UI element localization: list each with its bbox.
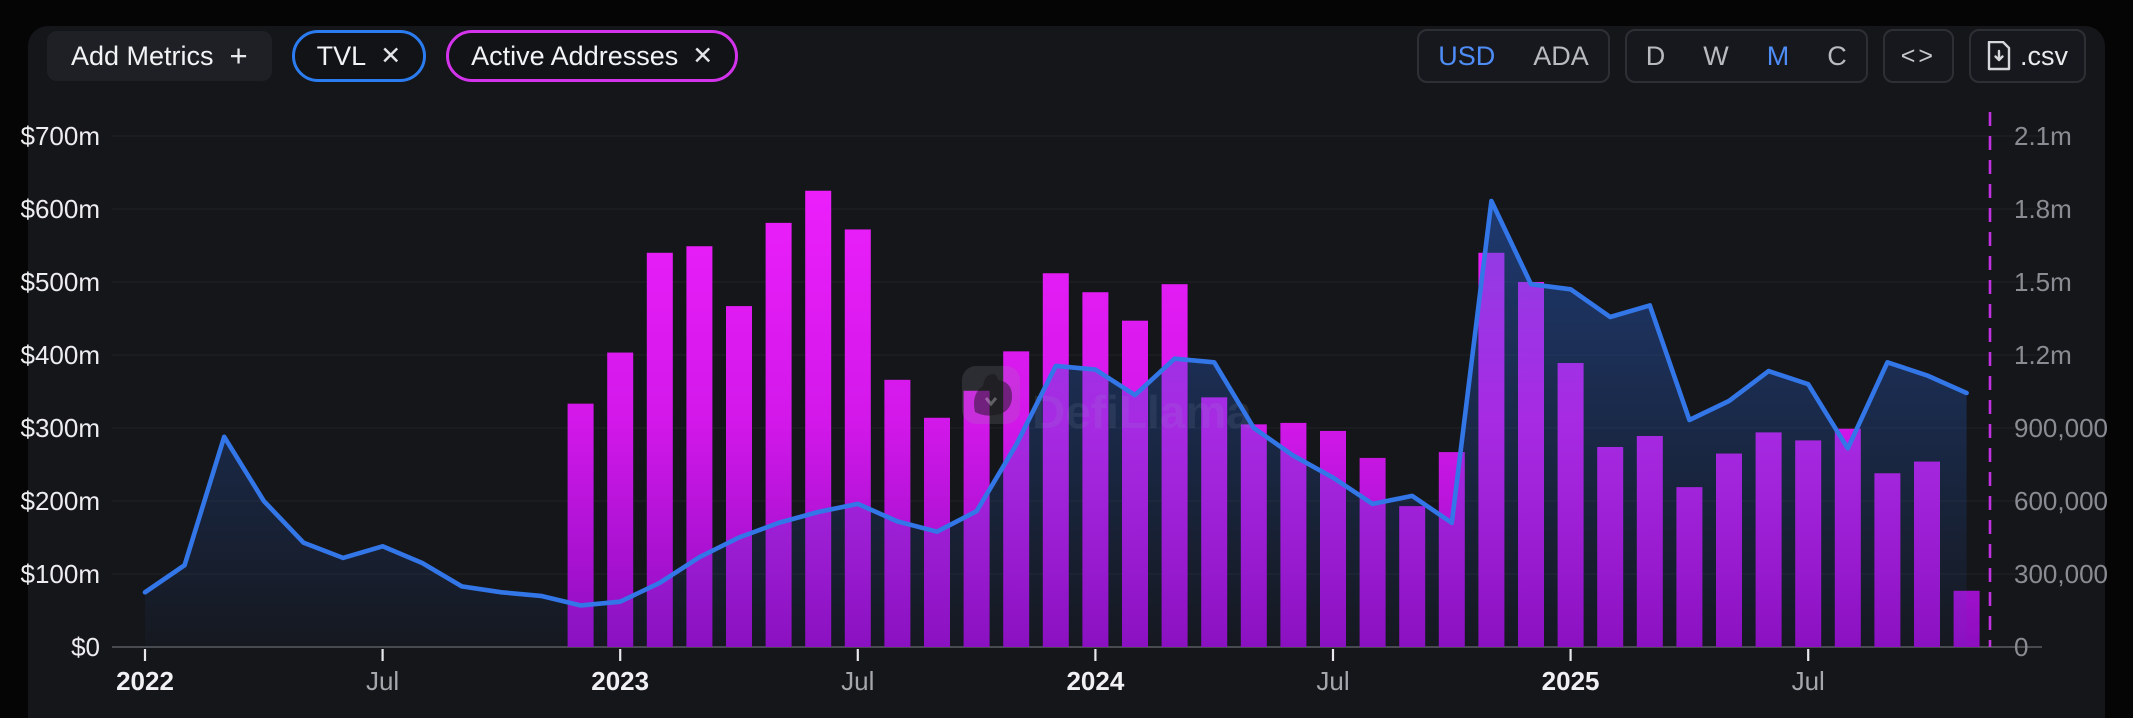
tvl-line[interactable] xyxy=(142,198,1969,608)
add-metrics-button[interactable]: Add Metrics + xyxy=(47,31,272,81)
x-axis: 2022 Jul 2023 Jul 2024 Jul 2025 Jul xyxy=(116,649,1825,696)
right-axis-tick-label: 1.5m xyxy=(2014,267,2072,297)
embed-code-button[interactable]: <> xyxy=(1882,29,1954,83)
left-axis-tick-label: $400m xyxy=(21,340,101,370)
currency-option-usd[interactable]: USD xyxy=(1438,41,1496,71)
right-axis-tick-label: 1.2m xyxy=(2014,340,2072,370)
currency-option-ada[interactable]: ADA xyxy=(1533,41,1589,71)
metric-chip-active-addresses[interactable]: Active Addresses ✕ xyxy=(446,30,739,82)
right-axis-tick-label: 900,000 xyxy=(2014,413,2108,443)
add-metrics-label: Add Metrics xyxy=(71,40,214,71)
period-option-w[interactable]: W xyxy=(1703,41,1729,71)
left-axis-tick-label: $200m xyxy=(21,486,101,516)
x-axis-tick-label: Jul xyxy=(1792,666,1825,696)
x-axis-tick-label: 2024 xyxy=(1066,666,1124,696)
period-option-c[interactable]: C xyxy=(1827,41,1847,71)
left-axis-tick-label: $700m xyxy=(21,121,101,151)
left-axis-tick-label: $500m xyxy=(21,267,101,297)
metric-chip-active-addresses-label: Active Addresses xyxy=(471,40,679,71)
metric-chip-tvl[interactable]: TVL ✕ xyxy=(291,30,427,82)
right-axis-tick-label: 0 xyxy=(2014,632,2028,662)
axis-labels: $700m 2.1m $600m 1.8m $500m 1.5m $400m 1.2m $300… xyxy=(21,121,2108,662)
close-icon[interactable]: ✕ xyxy=(380,41,402,70)
close-icon[interactable]: ✕ xyxy=(692,41,714,70)
right-axis-tick-label: 2.1m xyxy=(2014,121,2072,151)
x-axis-tick-label: 2025 xyxy=(1542,666,1600,696)
right-axis-tick-label: 300,000 xyxy=(2014,559,2108,589)
left-axis-tick-label: $100m xyxy=(21,559,101,589)
left-axis-tick-label: $0 xyxy=(71,632,100,662)
period-toggle: D W M C xyxy=(1624,29,1868,83)
x-axis-tick-label: Jul xyxy=(366,666,399,696)
plus-icon: + xyxy=(229,37,248,73)
left-axis-tick-label: $600m xyxy=(21,194,101,224)
right-axis-tick-label: 1.8m xyxy=(2014,194,2072,224)
left-axis-tick-label: $300m xyxy=(21,413,101,443)
llama-icon xyxy=(974,374,1012,416)
toolbar-right: USD ADA D W M C <> .csv xyxy=(1417,29,2086,83)
tvl-area xyxy=(145,201,1967,647)
toolbar: Add Metrics + TVL ✕ Active Addresses ✕ U… xyxy=(47,29,2086,83)
download-csv-button[interactable]: .csv xyxy=(1968,29,2086,83)
x-axis-tick-label: Jul xyxy=(1316,666,1349,696)
x-axis-tick-label: Jul xyxy=(841,666,874,696)
toolbar-left: Add Metrics + TVL ✕ Active Addresses ✕ xyxy=(47,30,739,82)
file-download-icon xyxy=(1987,41,2011,71)
currency-toggle: USD ADA xyxy=(1417,29,1610,83)
period-option-d[interactable]: D xyxy=(1645,41,1666,71)
x-axis-tick-label: 2023 xyxy=(591,666,649,696)
x-axis-tick-label: 2022 xyxy=(116,666,174,696)
csv-label: .csv xyxy=(2019,40,2068,71)
code-icon: <> xyxy=(1900,41,1936,70)
period-option-m[interactable]: M xyxy=(1766,41,1790,71)
right-axis-tick-label: 600,000 xyxy=(2014,486,2108,516)
metric-chip-tvl-label: TVL xyxy=(316,40,367,71)
